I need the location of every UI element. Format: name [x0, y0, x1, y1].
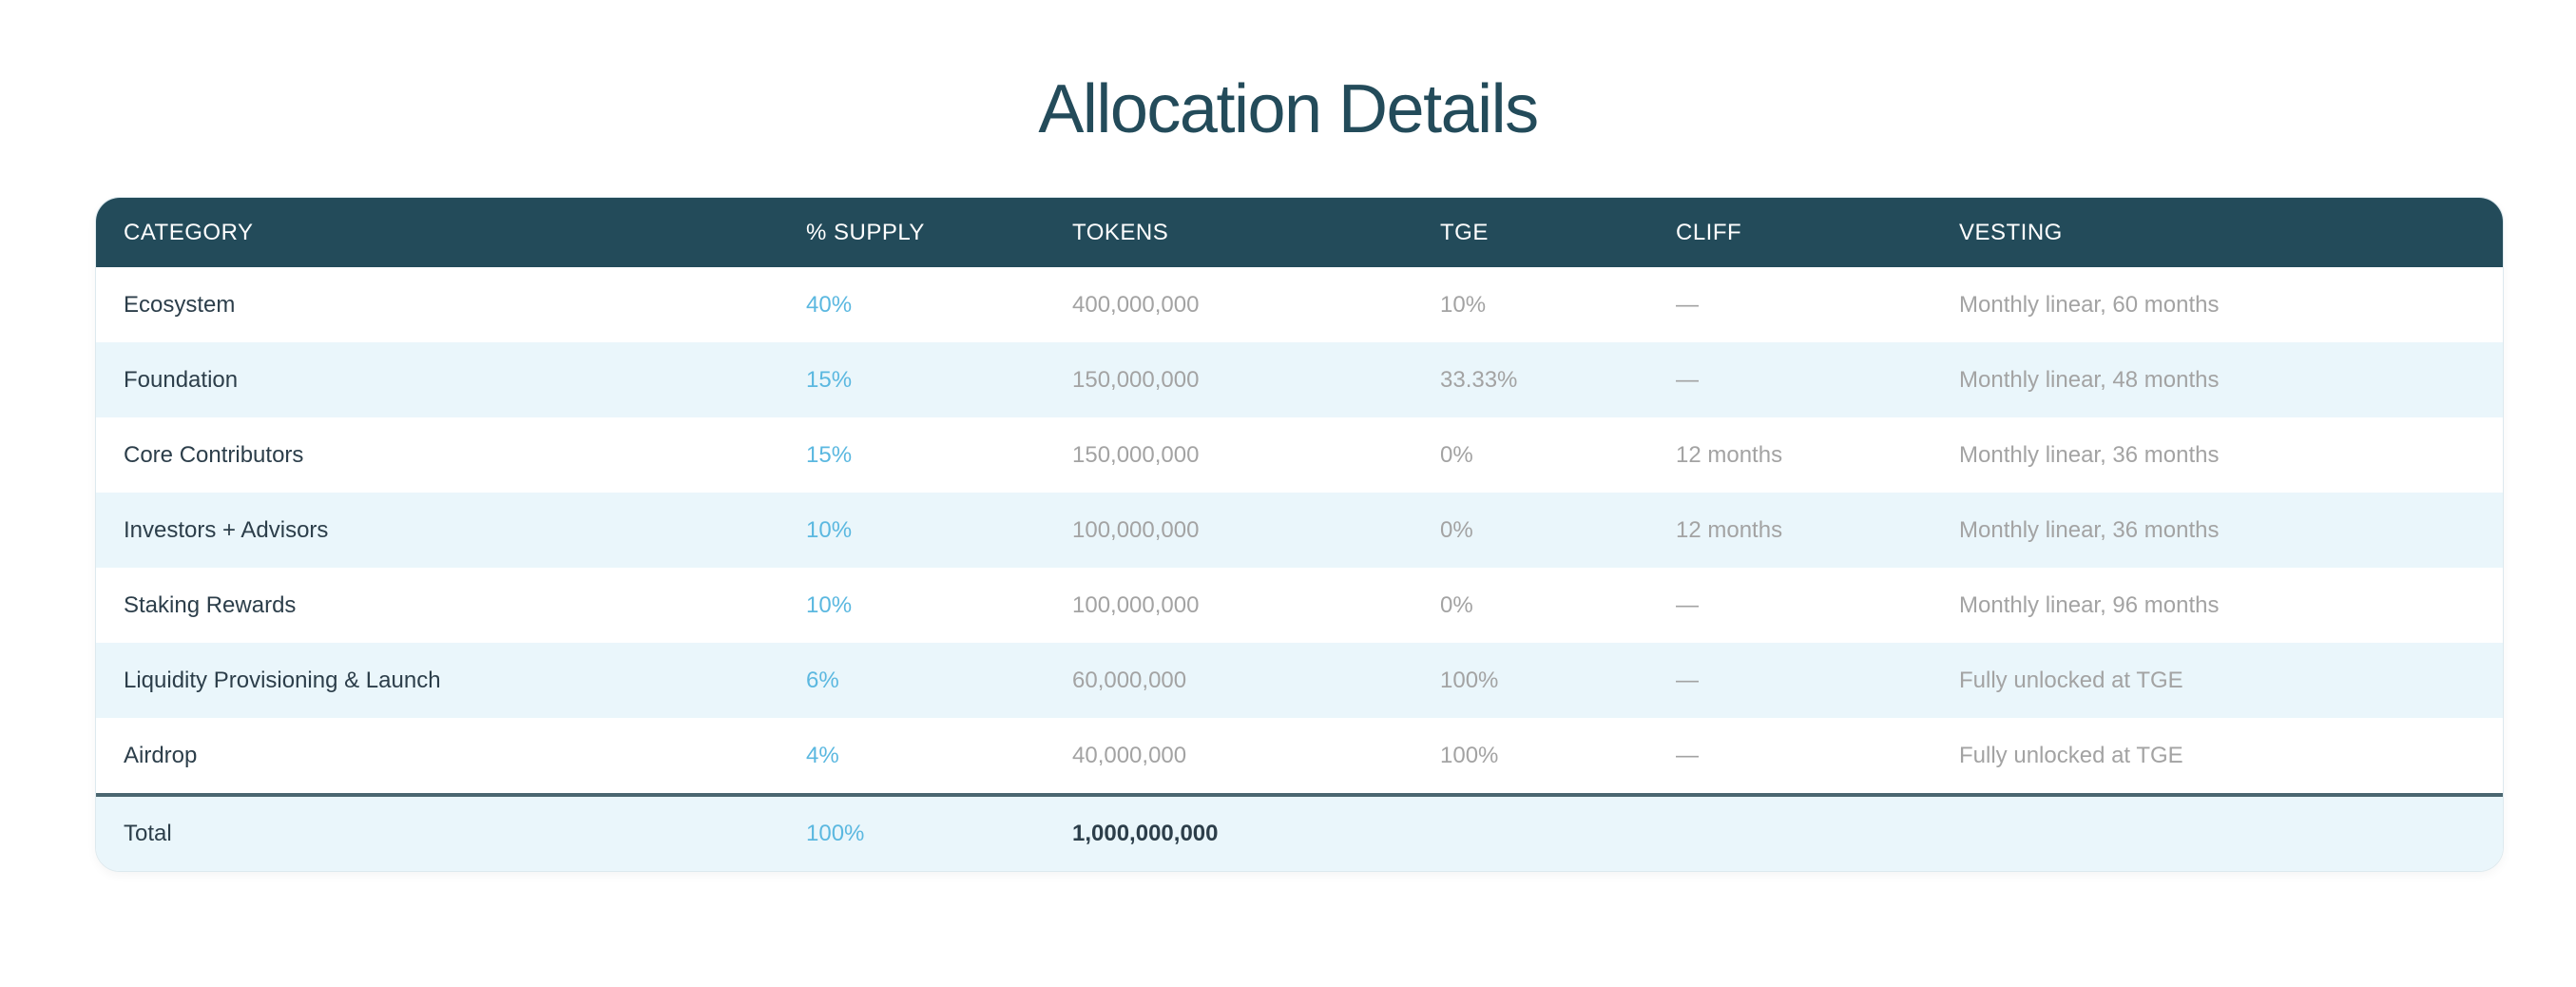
total-supply: 100% [806, 821, 865, 846]
cliff-cell: — [1676, 742, 1699, 768]
cliff-cell: 12 months [1676, 441, 1783, 468]
column-header-category: CATEGORY [124, 219, 254, 245]
supply-cell: 40% [806, 291, 853, 318]
total-row: Total 100% 1,000,000,000 [96, 793, 2503, 871]
category-cell: Airdrop [124, 742, 198, 768]
column-header-tokens: TOKENS [1072, 219, 1169, 245]
column-header-vesting: VESTING [1959, 219, 2063, 245]
tokens-cell: 40,000,000 [1072, 742, 1187, 768]
table-header: CATEGORY % SUPPLY TOKENS TGE CLIFF VESTI… [96, 198, 2503, 267]
table-row: Investors + Advisors 10% 100,000,000 0% 12 m… [96, 493, 2503, 568]
tge-cell: 100% [1440, 667, 1499, 693]
table-row: Ecosystem 40% 400,000,000 10% — Monthly linea… [96, 267, 2503, 342]
vesting-cell: Monthly linear, 36 months [1959, 441, 2220, 468]
supply-cell: 15% [806, 366, 853, 393]
category-cell: Core Contributors [124, 441, 304, 468]
tge-cell: 10% [1440, 291, 1487, 318]
vesting-cell: Monthly linear, 96 months [1959, 591, 2220, 618]
table-row: Core Contributors 15% 150,000,000 0% 12 mont… [96, 417, 2503, 493]
category-cell: Ecosystem [124, 291, 236, 318]
tokens-cell: 100,000,000 [1072, 591, 1200, 618]
supply-cell: 15% [806, 441, 853, 468]
table-row: Liquidity Provisioning & Launch 6% 60,000,… [96, 643, 2503, 718]
cliff-cell: — [1676, 591, 1699, 618]
tokens-cell: 150,000,000 [1072, 366, 1200, 393]
supply-cell: 6% [806, 667, 839, 693]
column-header-supply: % SUPPLY [806, 219, 925, 245]
tokens-cell: 60,000,000 [1072, 667, 1187, 693]
supply-cell: 10% [806, 516, 853, 543]
vesting-cell: Fully unlocked at TGE [1959, 742, 2183, 768]
vesting-cell: Monthly linear, 48 months [1959, 366, 2220, 393]
tge-cell: 33.33% [1440, 366, 1518, 393]
category-cell: Investors + Advisors [124, 516, 329, 543]
vesting-cell: Monthly linear, 60 months [1959, 291, 2220, 318]
allocation-table: CATEGORY % SUPPLY TOKENS TGE CLIFF VESTI… [95, 197, 2504, 872]
cliff-cell: — [1676, 291, 1699, 318]
page-title: Allocation Details [1038, 71, 1539, 147]
supply-cell: 4% [806, 742, 839, 768]
cliff-cell: 12 months [1676, 516, 1783, 543]
vesting-cell: Monthly linear, 36 months [1959, 516, 2220, 543]
category-cell: Staking Rewards [124, 591, 297, 618]
tokens-cell: 150,000,000 [1072, 441, 1200, 468]
supply-cell: 10% [806, 591, 853, 618]
cliff-cell: — [1676, 366, 1699, 393]
column-header-cliff: CLIFF [1676, 219, 1742, 245]
table-row: Staking Rewards 10% 100,000,000 0% — Monthly … [96, 568, 2503, 643]
category-cell: Foundation [124, 366, 239, 393]
column-header-tge: TGE [1440, 219, 1489, 245]
tge-cell: 0% [1440, 516, 1473, 543]
tokens-cell: 400,000,000 [1072, 291, 1200, 318]
table-row: Airdrop 4% 40,000,000 100% — Fully unlocked a… [96, 718, 2503, 793]
total-tokens: 1,000,000,000 [1072, 821, 1219, 846]
tge-cell: 100% [1440, 742, 1499, 768]
total-label: Total [124, 821, 172, 846]
tokens-cell: 100,000,000 [1072, 516, 1200, 543]
cliff-cell: — [1676, 667, 1699, 693]
vesting-cell: Fully unlocked at TGE [1959, 667, 2183, 693]
table-row: Foundation 15% 150,000,000 33.33% — Monthly l… [96, 342, 2503, 417]
tge-cell: 0% [1440, 591, 1473, 618]
category-cell: Liquidity Provisioning & Launch [124, 667, 441, 693]
tge-cell: 0% [1440, 441, 1473, 468]
